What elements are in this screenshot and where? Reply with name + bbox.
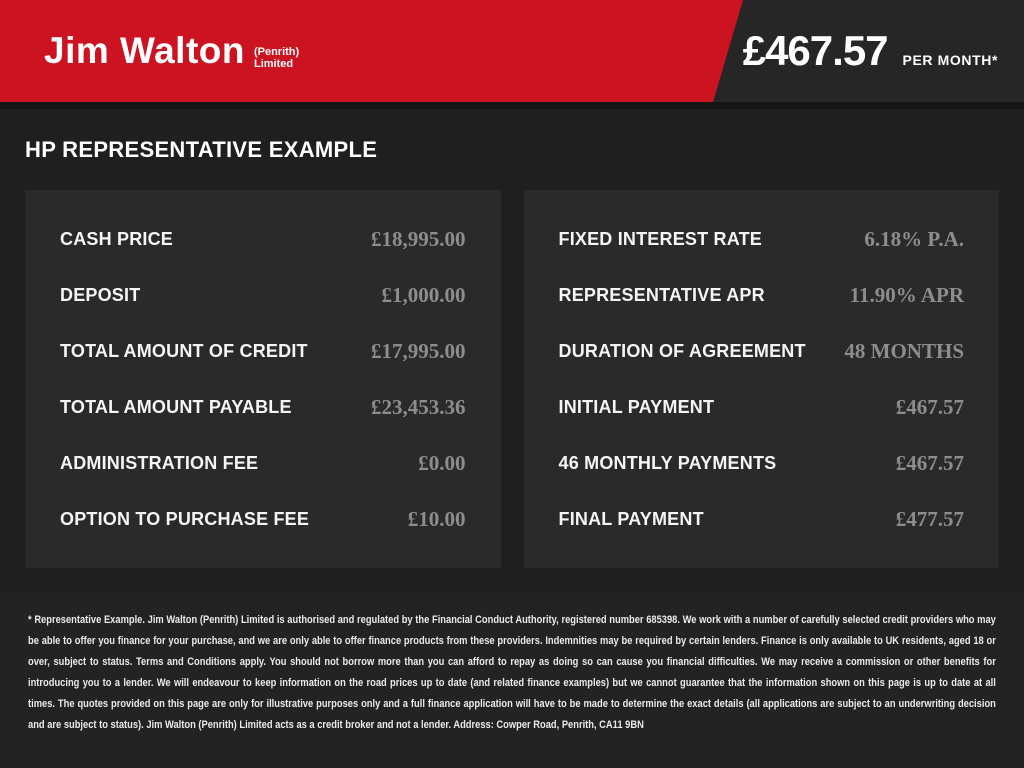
finance-label: INITIAL PAYMENT	[558, 396, 715, 417]
finance-row-duration: DURATION OF AGREEMENT 48 MONTHS	[559, 323, 965, 379]
finance-row-final-payment: FINAL PAYMENT £477.57	[559, 491, 965, 547]
fineprint-container: * Representative Example. Jim Walton (Pe…	[0, 592, 1024, 736]
representative-example-disclaimer: * Representative Example. Jim Walton (Pe…	[28, 614, 996, 731]
finance-row-fixed-interest-rate: FIXED INTEREST RATE 6.18% P.A.	[559, 211, 965, 267]
header-divider	[0, 102, 1024, 109]
finance-value: £18,995.00	[371, 226, 466, 251]
header-banner: Jim Walton (Penrith) Limited £467.57 PER…	[0, 0, 1024, 102]
finance-label: DEPOSIT	[60, 284, 141, 305]
finance-value: £17,995.00	[371, 338, 466, 363]
main-content: HP REPRESENTATIVE EXAMPLE CASH PRICE £18…	[0, 109, 1024, 568]
finance-row-representative-apr: REPRESENTATIVE APR 11.90% APR	[559, 267, 965, 323]
finance-label: TOTAL AMOUNT OF CREDIT	[60, 340, 308, 361]
finance-label: FINAL PAYMENT	[558, 508, 704, 529]
finance-value: £467.57	[895, 394, 964, 419]
footer-legal: * Representative Example. Jim Walton (Pe…	[0, 592, 1024, 768]
monthly-price-caption: PER MONTH*	[902, 52, 998, 68]
monthly-price-row: £467.57 PER MONTH*	[743, 27, 998, 75]
finance-value: 6.18% P.A.	[864, 226, 964, 251]
finance-label: FIXED INTEREST RATE	[558, 228, 762, 249]
finance-row-deposit: DEPOSIT £1,000.00	[60, 267, 466, 323]
finance-value: £23,453.36	[371, 394, 466, 419]
finance-value: £467.57	[895, 450, 964, 475]
dealer-logo-suffix-line2: Limited	[253, 58, 294, 70]
finance-value: £10.00	[407, 506, 466, 531]
finance-label: REPRESENTATIVE APR	[558, 284, 765, 305]
finance-row-monthly-payments: 46 MONTHLY PAYMENTS £467.57	[559, 435, 965, 491]
dealer-logo: Jim Walton (Penrith) Limited	[44, 0, 299, 102]
finance-value: 48 MONTHS	[844, 338, 964, 363]
finance-value: £477.57	[895, 506, 964, 531]
dealer-logo-suffix-line1: (Penrith)	[253, 46, 300, 58]
finance-panel-amounts: CASH PRICE £18,995.00 DEPOSIT £1,000.00 …	[25, 190, 501, 568]
finance-row-admin-fee: ADMINISTRATION FEE £0.00	[60, 435, 466, 491]
finance-row-total-credit: TOTAL AMOUNT OF CREDIT £17,995.00	[60, 323, 466, 379]
finance-value: £1,000.00	[381, 282, 466, 307]
monthly-price-amount: £467.57	[742, 27, 889, 74]
finance-label: DURATION OF AGREEMENT	[558, 340, 806, 361]
finance-row-total-payable: TOTAL AMOUNT PAYABLE £23,453.36	[60, 379, 466, 435]
finance-label: OPTION TO PURCHASE FEE	[60, 508, 310, 529]
dealer-logo-brand: Jim Walton	[44, 30, 245, 71]
dealer-logo-suffix: (Penrith) Limited	[254, 46, 299, 70]
finance-label: TOTAL AMOUNT PAYABLE	[60, 396, 292, 417]
finance-value: 11.90% APR	[849, 282, 964, 307]
finance-value: £0.00	[418, 450, 466, 475]
finance-row-option-to-purchase-fee: OPTION TO PURCHASE FEE £10.00	[60, 491, 466, 547]
monthly-price-block: £467.57 PER MONTH*	[713, 0, 1024, 102]
page-title: HP REPRESENTATIVE EXAMPLE	[25, 137, 378, 162]
finance-label: CASH PRICE	[60, 228, 174, 249]
finance-panels: CASH PRICE £18,995.00 DEPOSIT £1,000.00 …	[25, 190, 999, 568]
finance-row-cash-price: CASH PRICE £18,995.00	[60, 211, 466, 267]
finance-row-initial-payment: INITIAL PAYMENT £467.57	[559, 379, 965, 435]
finance-label: ADMINISTRATION FEE	[60, 452, 259, 473]
finance-panel-terms: FIXED INTEREST RATE 6.18% P.A. REPRESENT…	[523, 190, 999, 568]
finance-label: 46 MONTHLY PAYMENTS	[558, 452, 777, 473]
